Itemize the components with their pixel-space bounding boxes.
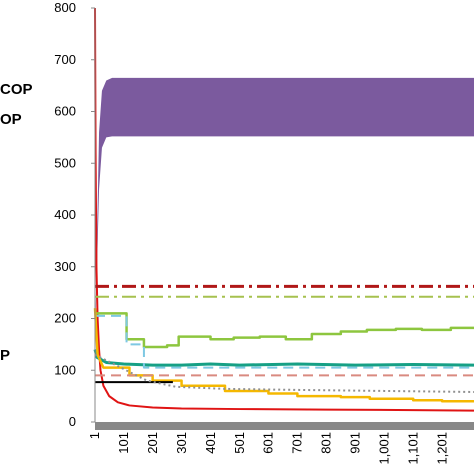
y-tick-label: 700 [54, 52, 76, 67]
side-label: OP [0, 111, 22, 128]
series-band-0 [95, 77, 474, 345]
series-line-5 [93, 349, 474, 367]
y-tick-label: 600 [54, 104, 76, 119]
y-tick-label: 400 [54, 207, 76, 222]
series-line-4 [95, 312, 474, 349]
x-tick-label: 501 [232, 432, 247, 454]
y-tick-label: 100 [54, 362, 76, 377]
x-tick-label: 701 [290, 432, 305, 454]
y-tick-label: 200 [54, 311, 76, 326]
axis-layer [91, 7, 474, 430]
x-tick-label: 201 [145, 432, 160, 454]
x-tick-label: 1,101 [405, 432, 420, 465]
series-line-7 [93, 308, 474, 403]
series-line-6 [95, 314, 474, 369]
x-tick-label: 401 [203, 432, 218, 454]
side-label: COP [0, 81, 33, 98]
x-tick-label: 301 [174, 432, 189, 454]
series-line-1 [94, 7, 474, 412]
y-tick-label: 800 [54, 0, 76, 15]
series-line-10 [94, 353, 474, 393]
label-layer: 0 100 200 300 400 500 600 700 800 1 101 201 301 401 50… [0, 0, 449, 465]
x-tick-label: 901 [348, 432, 363, 454]
x-tick-label: 1,201 [434, 432, 449, 465]
x-tick-label: 601 [261, 432, 276, 454]
y-tick-label: 0 [69, 414, 76, 429]
side-label: P [0, 347, 10, 364]
x-tick-label: 1 [87, 432, 102, 439]
series-layer [93, 7, 474, 412]
x-tick-label: 801 [319, 432, 334, 454]
y-tick-label: 500 [54, 155, 76, 170]
y-tick-label: 300 [54, 259, 76, 274]
x-tick-label: 1,001 [377, 432, 392, 465]
x-tick-label: 101 [116, 432, 131, 454]
